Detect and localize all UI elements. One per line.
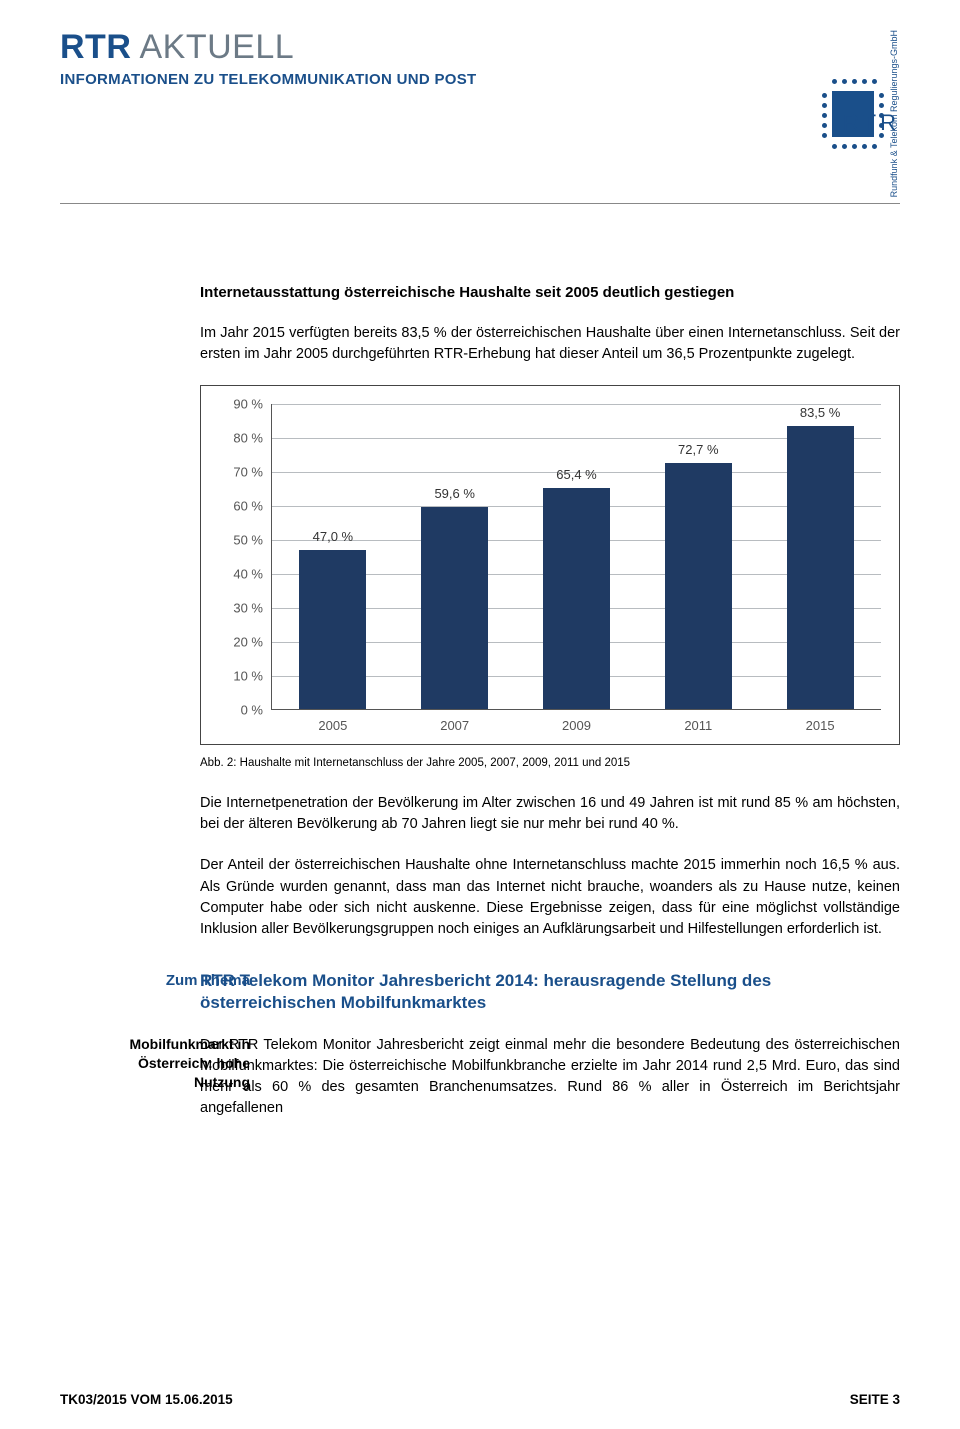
section1-para2: Die Internetpenetration der Bevölkerung …	[200, 793, 900, 835]
chart-bar-value: 59,6 %	[421, 486, 488, 501]
chart-bar: 59,6 %	[421, 507, 488, 709]
chart-bar-rect	[787, 426, 854, 709]
chart-xtick-label: 2005	[318, 718, 347, 733]
chart-bar-rect	[665, 463, 732, 709]
chart-xtick-label: 2011	[684, 718, 712, 733]
chart-ytick-label: 40 %	[219, 567, 263, 582]
section1-heading: Internetausstattung österreichische Haus…	[200, 284, 900, 301]
chart-bar: 72,7 %	[665, 463, 732, 709]
chart-ytick-label: 20 %	[219, 635, 263, 650]
section2-heading: RTR Telekom Monitor Jahresbericht 2014: …	[200, 970, 900, 1016]
brand-bold: RTR	[60, 28, 131, 66]
brand-block: RTR AKTUELL INFORMATIONEN ZU TELEKOMMUNI…	[60, 28, 477, 88]
chart-ytick-label: 0 %	[219, 703, 263, 718]
chart-bar-value: 72,7 %	[665, 442, 732, 457]
page-header: RTR AKTUELL INFORMATIONEN ZU TELEKOMMUNI…	[60, 28, 900, 204]
chart-bar-rect	[543, 488, 610, 710]
brand-subtitle: INFORMATIONEN ZU TELEKOMMUNIKATION UND P…	[60, 71, 477, 88]
chart-xtick-label: 2007	[440, 718, 469, 733]
page-footer: TK03/2015 VOM 15.06.2015 SEITE 3	[0, 1392, 960, 1407]
chart-ytick-label: 50 %	[219, 533, 263, 548]
chart-xtick-label: 2009	[562, 718, 591, 733]
section1-para3: Der Anteil der österreichischen Haushalt…	[200, 855, 900, 939]
chart-bar: 65,4 %	[543, 488, 610, 710]
chart-xtick-label: 2015	[806, 718, 835, 733]
chart-ytick-label: 60 %	[219, 499, 263, 514]
footer-right: SEITE 3	[850, 1392, 900, 1407]
chart-bar: 47,0 %	[299, 550, 366, 709]
chart-bar-value: 83,5 %	[787, 405, 854, 420]
footer-left: TK03/2015 VOM 15.06.2015	[60, 1392, 233, 1407]
section1-para1: Im Jahr 2015 verfügten bereits 83,5 % de…	[200, 323, 900, 365]
chart-ytick-label: 30 %	[219, 601, 263, 616]
chart-bar-value: 47,0 %	[299, 529, 366, 544]
chart-bar-rect	[299, 550, 366, 709]
section2-para1: Der RTR Telekom Monitor Jahresbericht ze…	[200, 1035, 900, 1119]
chart-ytick-label: 80 %	[219, 431, 263, 446]
side-label-zum-thema: Zum Thema	[120, 970, 250, 991]
chart-ytick-label: 10 %	[219, 669, 263, 684]
chart-bar-value: 65,4 %	[543, 467, 610, 482]
side-label-mobilfunk: Mobilfunkmarkt in Österreich: hohe Nutzu…	[120, 1035, 250, 1092]
chart-container: 0 %10 %20 %30 %40 %50 %60 %70 %80 %90 % …	[200, 385, 900, 745]
brand-light: AKTUELL	[139, 28, 294, 66]
chart-caption: Abb. 2: Haushalte mit Internetanschluss …	[200, 757, 900, 769]
chart-ytick-label: 90 %	[219, 397, 263, 412]
chart-bar: 83,5 %	[787, 426, 854, 709]
brand-line: RTR AKTUELL	[60, 28, 477, 67]
chart-ytick-label: 70 %	[219, 465, 263, 480]
chart-bar-rect	[421, 507, 488, 709]
logo-rtr-label: RTR	[843, 110, 900, 136]
